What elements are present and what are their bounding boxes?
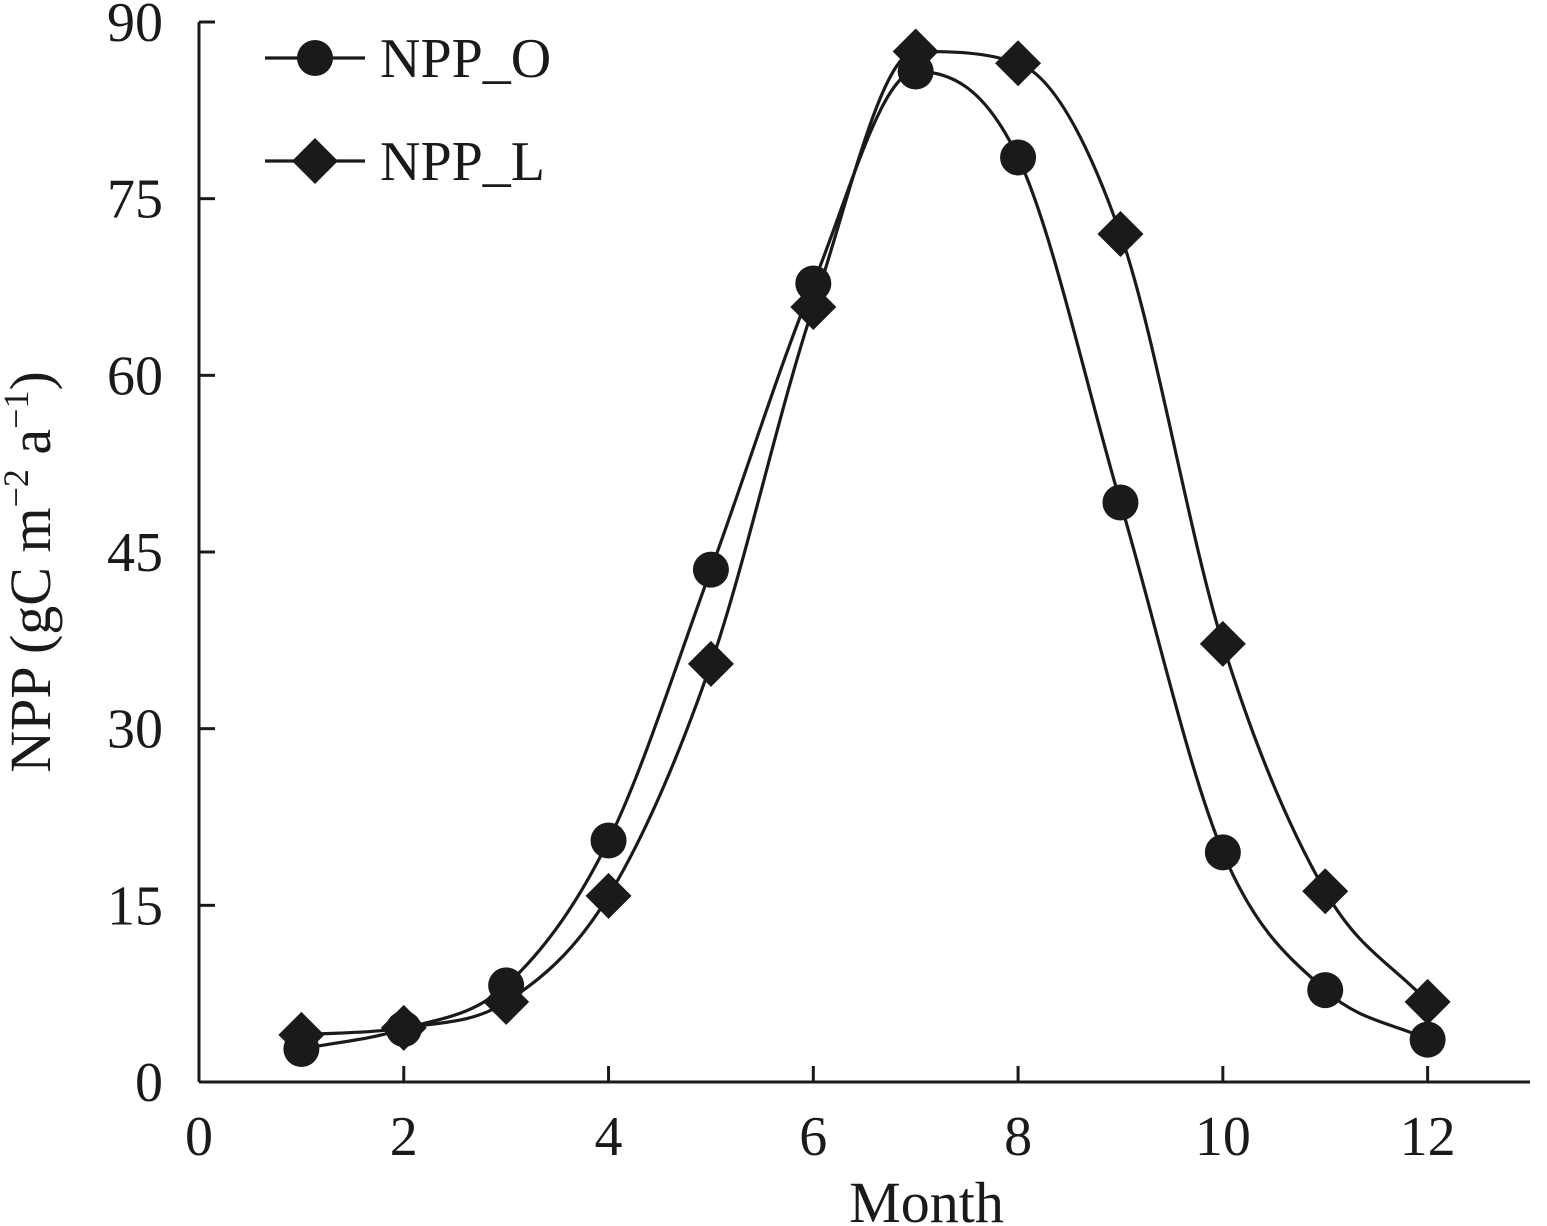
circle-marker — [1102, 484, 1139, 521]
x-axis-title: Month — [849, 1170, 1004, 1226]
x-tick-label: 4 — [595, 1106, 623, 1168]
series-npp-l — [278, 28, 1451, 1058]
circle-marker — [1000, 139, 1037, 176]
axes: 0 2 4 6 8 10 12 0 15 30 45 60 75 90 — [107, 0, 1530, 1168]
y-axis-title-main: NPP (gC m — [0, 507, 63, 772]
y-tick-label: 90 — [107, 0, 163, 54]
series-layer — [278, 28, 1451, 1068]
circle-marker — [590, 822, 627, 859]
circle-marker — [692, 551, 729, 588]
y-axis-title: NPP (gC m−2 a−1) — [0, 371, 63, 773]
y-tick-label: 30 — [107, 699, 163, 761]
diamond-marker — [892, 28, 939, 75]
diamond-marker — [380, 1004, 427, 1051]
diamond-marker — [1097, 211, 1144, 257]
series-line — [301, 49, 1429, 1037]
legend-item: NPP_O — [265, 28, 551, 90]
x-tick-label: 0 — [185, 1106, 213, 1168]
x-tick-label: 12 — [1400, 1106, 1456, 1168]
series-npp-o — [283, 53, 1446, 1068]
diamond-marker — [585, 872, 632, 919]
x-axis-ticks: 0 2 4 6 8 10 12 — [185, 1066, 1456, 1168]
legend-label: NPP_L — [380, 131, 545, 193]
diamond-marker — [687, 640, 734, 687]
x-tick-label: 10 — [1195, 1106, 1251, 1168]
series-line — [301, 69, 1429, 1051]
circle-marker — [1409, 1021, 1446, 1058]
diamond-marker — [483, 978, 530, 1025]
legend: NPP_O NPP_L — [265, 28, 551, 193]
diamond-marker — [995, 40, 1042, 87]
circle-marker — [1204, 834, 1241, 871]
diamond-marker — [1302, 868, 1349, 915]
diamond-marker — [790, 284, 837, 331]
y-tick-label: 60 — [107, 345, 163, 407]
y-axis-ticks: 0 15 30 45 60 75 90 — [107, 0, 215, 1114]
x-tick-label: 8 — [1004, 1106, 1032, 1168]
diamond-marker — [278, 1011, 325, 1058]
y-tick-label: 45 — [107, 522, 163, 584]
y-tick-label: 0 — [135, 1052, 163, 1114]
legend-circle-marker — [297, 40, 333, 76]
diamond-marker — [1199, 620, 1246, 667]
y-axis-title-sup2: −1 — [0, 391, 36, 429]
x-tick-label: 2 — [390, 1106, 418, 1168]
x-tick-label: 6 — [799, 1106, 827, 1168]
legend-diamond-marker — [292, 138, 338, 184]
legend-item: NPP_L — [265, 131, 545, 193]
y-tick-label: 15 — [107, 875, 163, 937]
diamond-marker — [1404, 978, 1451, 1025]
y-axis-title-sup1: −2 — [0, 469, 36, 507]
circle-marker — [1307, 972, 1344, 1009]
y-tick-label: 75 — [107, 169, 163, 231]
y-axis-title-end: ) — [0, 371, 63, 390]
y-axis-title-mid: a — [0, 429, 63, 469]
legend-label: NPP_O — [380, 28, 551, 90]
